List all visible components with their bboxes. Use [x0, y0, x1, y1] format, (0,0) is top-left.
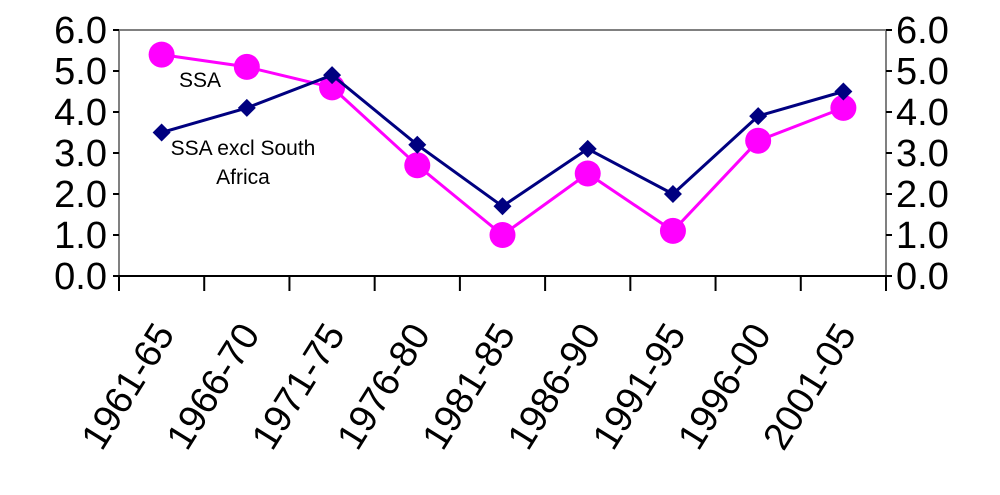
data-point [152, 123, 171, 142]
series-label-ssa: SSA [179, 69, 221, 92]
data-point [745, 127, 772, 154]
series-label-ssa-excl-line2: Africa [216, 166, 270, 189]
data-point [574, 160, 601, 187]
secondary-y-tick-label: 1.0 [896, 215, 949, 257]
secondary-y-tick-label: 0.0 [896, 256, 949, 298]
secondary-y-tick-label: 6.0 [896, 10, 949, 52]
data-point [749, 107, 768, 126]
secondary-y-tick-label: 4.0 [896, 92, 949, 134]
secondary-y-tick-label: 2.0 [896, 174, 949, 216]
secondary-y-tick-label: 5.0 [896, 51, 949, 93]
data-point [830, 94, 857, 121]
series-label-ssa-excl-line1: SSA excl South [171, 137, 316, 160]
y-tick-label: 6.0 [54, 10, 107, 52]
data-point [489, 222, 516, 248]
data-point [233, 53, 260, 80]
secondary-y-tick-label: 3.0 [896, 133, 949, 175]
series-0 [148, 41, 857, 248]
data-point [834, 82, 853, 101]
data-point [323, 66, 342, 85]
y-tick-label: 0.0 [54, 256, 107, 298]
y-tick-label: 4.0 [54, 92, 107, 134]
data-point [237, 98, 256, 117]
data-point [578, 139, 597, 158]
series-labels: SSA SSA excl South Africa [171, 69, 316, 189]
data-point [408, 135, 427, 154]
series-layer [148, 41, 857, 248]
data-point [493, 197, 512, 216]
y-tick-label: 3.0 [54, 133, 107, 175]
y-tick-label: 1.0 [54, 215, 107, 257]
y-tick-label: 5.0 [54, 51, 107, 93]
data-point [148, 41, 175, 68]
series-1 [152, 66, 853, 216]
data-point [659, 217, 686, 244]
y-tick-label: 2.0 [54, 174, 107, 216]
data-point [404, 152, 431, 179]
data-point [663, 185, 682, 203]
